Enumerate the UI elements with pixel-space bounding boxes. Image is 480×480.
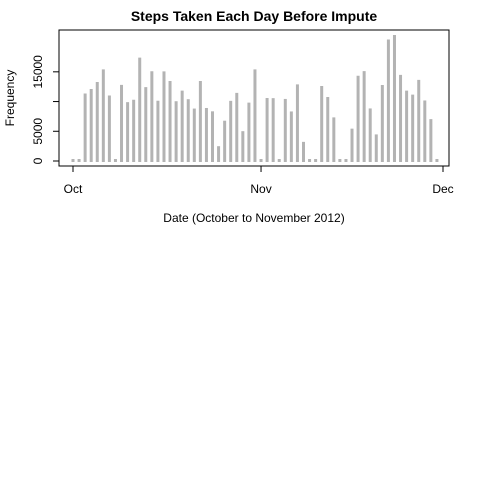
bars-group [71,35,439,162]
x-tick-label-dec: Dec [432,182,453,196]
y-axis-label: Frequency [3,70,17,127]
x-tick-label-nov: Nov [250,182,271,196]
y-axis: 0 5000 15000 [31,55,60,164]
chart-title: Steps Taken Each Day Before Impute [131,8,378,24]
y-tick-label-0: 0 [31,157,45,164]
y-tick-label-5000: 5000 [31,118,45,145]
x-tick-label-oct: Oct [64,182,83,196]
x-axis: Oct Nov Dec [64,165,454,196]
y-tick-label-15000: 15000 [31,55,45,89]
x-axis-label: Date (October to November 2012) [163,211,344,225]
